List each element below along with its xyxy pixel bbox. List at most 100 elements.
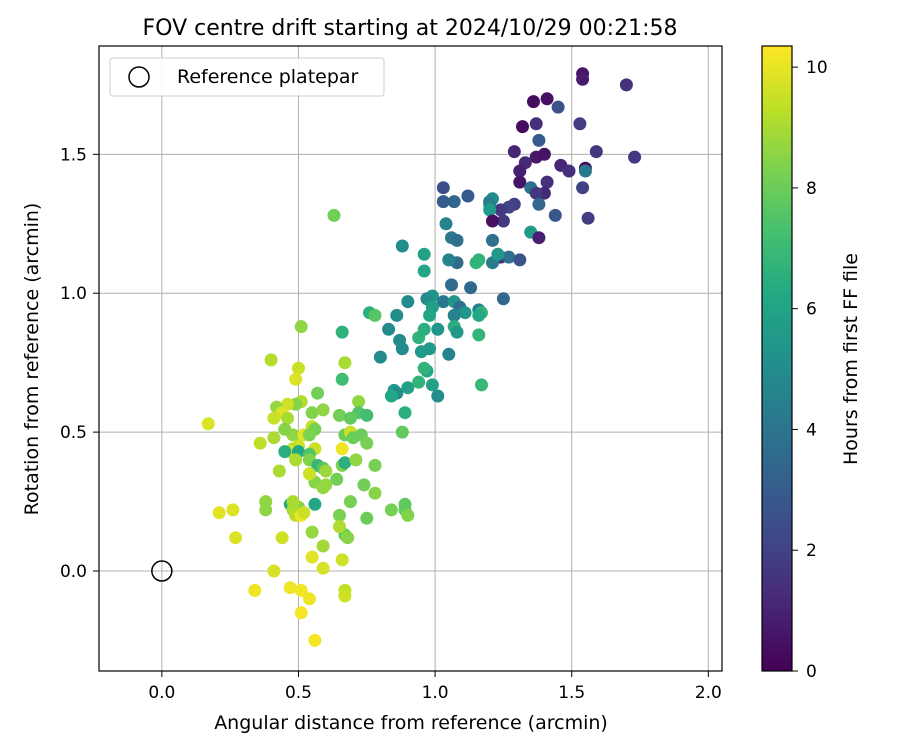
data-point xyxy=(294,583,308,597)
data-point xyxy=(412,331,426,345)
data-point xyxy=(349,453,363,467)
data-point xyxy=(333,520,346,534)
colorbar-tick-label: 10 xyxy=(806,58,828,78)
data-point xyxy=(305,406,319,420)
data-point xyxy=(532,231,546,245)
data-point xyxy=(289,453,303,467)
data-point xyxy=(513,164,527,178)
data-point xyxy=(431,389,445,403)
data-point xyxy=(253,436,267,450)
legend-marker-icon xyxy=(128,66,150,88)
data-point xyxy=(395,239,409,253)
data-point xyxy=(414,345,428,359)
data-point xyxy=(333,408,346,422)
reference-platepar-marker xyxy=(151,560,173,582)
data-point xyxy=(360,408,374,422)
data-point xyxy=(576,72,590,86)
data-point xyxy=(278,422,292,436)
data-point xyxy=(447,308,461,322)
axis-ticks: 0.0 0.5 1.0 1.5 2.0 0.0 0.5 1.0 1.5 xyxy=(60,145,722,703)
data-point xyxy=(417,247,431,261)
colorbar-frame xyxy=(761,45,793,672)
data-point xyxy=(395,425,409,439)
data-point xyxy=(537,147,551,161)
data-point xyxy=(527,95,540,109)
data-point xyxy=(417,264,431,278)
data-point xyxy=(259,495,273,509)
x-tick-label: 1.0 xyxy=(422,683,449,703)
data-point xyxy=(360,436,374,450)
data-point xyxy=(390,308,404,322)
data-point xyxy=(502,250,516,264)
data-point xyxy=(335,442,349,456)
colorbar-gradient xyxy=(762,46,792,671)
data-point xyxy=(401,381,415,395)
colorbar: 0 2 4 6 8 10 xyxy=(761,45,828,682)
data-point xyxy=(316,539,330,553)
data-point xyxy=(472,308,486,322)
data-point xyxy=(439,217,453,231)
data-point xyxy=(229,531,243,545)
legend: Reference platepar xyxy=(109,57,385,97)
data-point xyxy=(283,581,297,595)
data-point xyxy=(286,495,300,509)
chart-title: FOV centre drift starting at 2024/10/29 … xyxy=(143,16,678,41)
data-point xyxy=(343,495,357,509)
data-point xyxy=(486,214,499,228)
data-point xyxy=(529,186,543,200)
data-point xyxy=(496,292,510,306)
data-point xyxy=(267,431,281,445)
data-point xyxy=(267,411,281,425)
data-point xyxy=(401,508,415,522)
colorbar-tick-label: 0 xyxy=(806,662,817,682)
data-point xyxy=(264,353,278,367)
x-tick-label: 1.5 xyxy=(558,683,585,703)
data-point xyxy=(338,456,352,470)
data-point xyxy=(302,467,316,481)
data-point xyxy=(333,508,346,522)
x-tick-label: 0.0 xyxy=(148,683,175,703)
data-point xyxy=(589,145,603,159)
data-point xyxy=(338,356,352,370)
data-point xyxy=(458,306,472,320)
legend-label: Reference platepar xyxy=(177,66,359,88)
data-point xyxy=(368,486,382,500)
data-point xyxy=(360,511,374,525)
data-point xyxy=(294,606,308,620)
colorbar-label: Hours from first FF file xyxy=(840,253,862,465)
data-point xyxy=(450,325,464,339)
data-point xyxy=(513,253,527,267)
data-point xyxy=(551,100,565,114)
data-point xyxy=(540,92,554,106)
data-point xyxy=(562,164,576,178)
data-point xyxy=(341,531,355,545)
colorbar-tick-label: 4 xyxy=(806,420,817,440)
data-point xyxy=(327,208,341,222)
data-point xyxy=(436,295,450,309)
data-point xyxy=(581,211,595,225)
data-point xyxy=(330,472,344,486)
data-point xyxy=(212,506,226,520)
data-point xyxy=(382,322,396,336)
data-point xyxy=(305,550,319,564)
data-point xyxy=(335,553,349,567)
data-point xyxy=(494,203,508,217)
legend-box xyxy=(109,57,385,97)
colorbar-tick-label: 8 xyxy=(806,179,817,199)
plot-frame xyxy=(98,45,723,672)
x-tick-label: 0.5 xyxy=(285,683,312,703)
data-point xyxy=(442,347,456,361)
data-point xyxy=(398,406,412,420)
data-point xyxy=(532,133,546,147)
data-point xyxy=(319,464,333,478)
data-point xyxy=(483,203,497,217)
y-tick-label: 0.0 xyxy=(60,562,87,582)
data-point xyxy=(486,233,499,247)
data-point xyxy=(436,195,450,209)
data-point xyxy=(450,233,464,247)
data-point xyxy=(491,247,505,261)
data-point xyxy=(516,120,529,134)
data-point xyxy=(548,208,562,222)
data-point xyxy=(292,361,305,375)
data-point xyxy=(442,253,456,267)
